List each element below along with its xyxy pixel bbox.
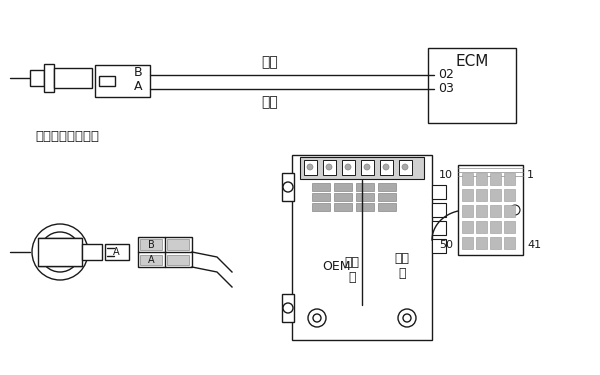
Bar xyxy=(38,238,82,266)
Text: B: B xyxy=(148,240,154,250)
Bar xyxy=(99,76,115,86)
Bar xyxy=(490,189,501,201)
Bar xyxy=(361,160,374,175)
Bar xyxy=(30,70,44,86)
Text: ECM: ECM xyxy=(455,54,488,69)
Bar xyxy=(140,239,162,250)
Circle shape xyxy=(307,164,313,170)
Circle shape xyxy=(308,309,326,327)
Circle shape xyxy=(40,232,80,272)
Circle shape xyxy=(403,314,411,322)
Text: 03: 03 xyxy=(438,82,454,96)
Bar xyxy=(490,205,501,217)
Circle shape xyxy=(313,314,321,322)
Bar xyxy=(312,203,330,211)
Bar xyxy=(334,183,352,191)
Bar xyxy=(476,205,487,217)
Text: B: B xyxy=(134,66,142,80)
Bar xyxy=(476,189,487,201)
Bar xyxy=(167,255,189,265)
Bar xyxy=(490,237,501,249)
Bar xyxy=(138,237,192,267)
Text: A: A xyxy=(134,81,142,93)
Bar xyxy=(378,183,396,191)
Circle shape xyxy=(383,164,389,170)
Bar xyxy=(44,64,54,92)
Bar xyxy=(378,193,396,201)
Bar xyxy=(356,193,374,201)
Text: 10: 10 xyxy=(439,170,453,180)
Bar xyxy=(380,160,393,175)
Circle shape xyxy=(326,164,332,170)
Bar xyxy=(432,203,446,217)
Bar xyxy=(378,203,396,211)
Bar xyxy=(432,221,446,235)
Bar xyxy=(462,221,473,233)
Text: 回路: 回路 xyxy=(262,95,278,109)
Bar xyxy=(504,173,515,185)
Circle shape xyxy=(402,164,408,170)
Circle shape xyxy=(364,164,370,170)
Bar xyxy=(428,48,516,123)
Text: A: A xyxy=(113,247,119,257)
Bar xyxy=(282,173,294,201)
Text: 执行
器: 执行 器 xyxy=(344,256,359,284)
Text: 1: 1 xyxy=(527,170,534,180)
Bar xyxy=(462,173,473,185)
Text: 传感
器: 传感 器 xyxy=(395,252,409,280)
Circle shape xyxy=(510,205,520,215)
Bar xyxy=(432,239,446,253)
Bar xyxy=(462,205,473,217)
Circle shape xyxy=(32,224,88,280)
Text: A: A xyxy=(148,255,154,265)
Bar xyxy=(312,193,330,201)
Bar xyxy=(490,221,501,233)
Bar xyxy=(304,160,317,175)
Bar xyxy=(504,189,515,201)
Bar xyxy=(462,189,473,201)
Circle shape xyxy=(345,164,351,170)
Bar xyxy=(312,183,330,191)
Bar xyxy=(356,203,374,211)
Text: 02: 02 xyxy=(438,69,454,81)
Bar xyxy=(399,160,412,175)
Bar xyxy=(490,173,501,185)
Bar xyxy=(356,183,374,191)
Bar xyxy=(504,237,515,249)
Bar xyxy=(504,221,515,233)
Text: 41: 41 xyxy=(527,240,541,250)
Bar xyxy=(476,237,487,249)
Bar xyxy=(292,155,432,340)
Bar xyxy=(432,185,446,199)
Text: 冷却液温度传感器: 冷却液温度传感器 xyxy=(35,130,99,143)
Bar xyxy=(476,221,487,233)
Bar xyxy=(458,165,523,255)
Text: OEM: OEM xyxy=(322,260,350,273)
Bar xyxy=(504,205,515,217)
Bar xyxy=(334,203,352,211)
Bar xyxy=(282,294,294,322)
Bar xyxy=(167,239,189,250)
Bar xyxy=(95,65,150,97)
Text: 信号: 信号 xyxy=(262,55,278,69)
Text: 50: 50 xyxy=(439,240,453,250)
Bar xyxy=(476,173,487,185)
Bar xyxy=(462,237,473,249)
Bar xyxy=(323,160,336,175)
Circle shape xyxy=(398,309,416,327)
Circle shape xyxy=(283,303,293,313)
Bar xyxy=(140,255,162,265)
Bar xyxy=(105,244,129,260)
Bar xyxy=(300,157,424,179)
Bar xyxy=(54,68,92,88)
Circle shape xyxy=(283,182,293,192)
Bar xyxy=(334,193,352,201)
Bar xyxy=(82,244,102,260)
Bar xyxy=(342,160,355,175)
